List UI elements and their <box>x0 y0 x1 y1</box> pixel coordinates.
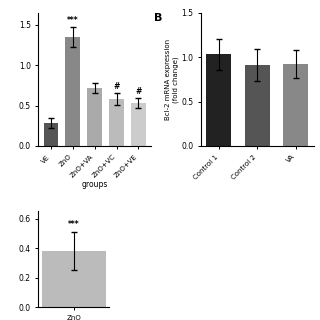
Bar <box>87 88 102 146</box>
Text: #: # <box>113 82 120 91</box>
Y-axis label: Bcl-2 mRNA expression
(fold change): Bcl-2 mRNA expression (fold change) <box>165 39 179 120</box>
X-axis label: groups: groups <box>81 180 108 189</box>
Bar <box>109 99 124 146</box>
Bar <box>206 54 231 146</box>
Text: ***: *** <box>67 16 78 25</box>
Bar <box>131 103 146 146</box>
Bar <box>42 251 106 307</box>
Text: #: # <box>135 87 142 96</box>
Text: ***: *** <box>68 220 79 229</box>
Bar <box>66 37 80 146</box>
Text: B: B <box>154 13 163 23</box>
Bar <box>245 65 270 146</box>
Bar <box>284 64 308 146</box>
Bar <box>44 123 58 146</box>
